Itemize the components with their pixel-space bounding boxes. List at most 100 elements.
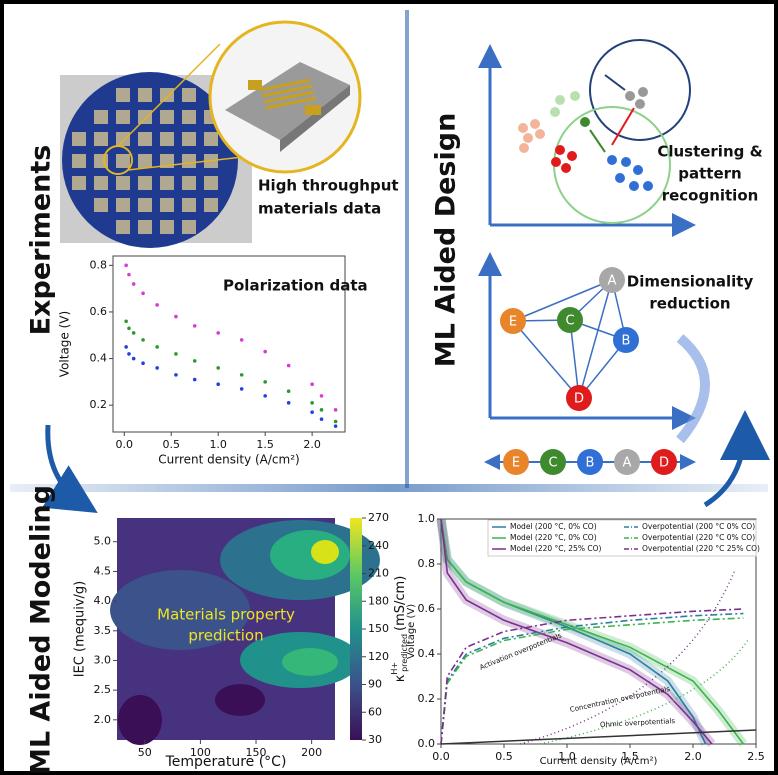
wafer-cell: [116, 176, 130, 190]
wafer-cell: [160, 220, 174, 234]
node-label: B: [622, 334, 631, 349]
data-point: [240, 338, 244, 342]
wafer-cell: [116, 132, 130, 146]
wafer-cell: [72, 132, 86, 146]
wafer-cell: [116, 198, 130, 212]
y-tick-label: 0.4: [90, 352, 108, 365]
data-point: [155, 345, 159, 349]
colorbar-tick-label: 240: [368, 539, 389, 552]
colorbar-tick-label: 180: [368, 594, 389, 607]
y-tick-label: 0.8: [90, 258, 108, 271]
data-point: [263, 350, 267, 354]
x-tick-label: 0.0: [116, 438, 134, 451]
data-point: [127, 273, 131, 277]
data-point: [193, 378, 197, 382]
y-tick-label: 0.8: [418, 557, 436, 570]
data-point: [127, 326, 131, 330]
wafer-cell: [204, 132, 218, 146]
data-point: [263, 394, 267, 398]
data-point: [263, 380, 267, 384]
y-axis-label: Voltage (V): [58, 311, 72, 377]
data-point: [155, 366, 159, 370]
y-tick-label: 4.5: [94, 564, 112, 577]
divider-horizontal: [10, 484, 768, 492]
x-tick-label: 2.5: [747, 750, 765, 763]
wafer-cell: [116, 110, 130, 124]
data-point: [320, 417, 324, 421]
photo-caption: materials data: [258, 200, 381, 218]
data-point: [240, 387, 244, 391]
colorbar-tick-label: 30: [368, 733, 382, 746]
legend-label: Model (220 °C, 25% CO): [510, 544, 601, 553]
data-point: [310, 382, 314, 386]
y-tick-label: 0.2: [418, 692, 436, 705]
data-point: [141, 338, 145, 342]
data-point: [287, 389, 291, 393]
x-tick-label: 50: [138, 746, 152, 759]
chain-label: A: [623, 456, 632, 471]
data-point: [320, 394, 324, 398]
colorbar: [350, 518, 362, 740]
data-point: [216, 366, 220, 370]
x-tick-label: 0.0: [432, 750, 450, 763]
data-point: [193, 359, 197, 363]
graphical-abstract: ExperimentsML Aided DesignML Aided Model…: [0, 0, 778, 775]
y-tick-label: 0.4: [418, 647, 436, 660]
chain-label: C: [548, 456, 557, 471]
data-point: [124, 345, 128, 349]
y-tick-label: 4.0: [94, 594, 112, 607]
wafer-cell: [204, 176, 218, 190]
wafer-cell: [116, 220, 130, 234]
data-point: [141, 361, 145, 365]
y-tick-label: 3.5: [94, 624, 112, 637]
x-axis-label: Temperature (°C): [165, 754, 287, 770]
colorbar-tick-label: 120: [368, 650, 389, 663]
wafer-cell: [94, 176, 108, 190]
section-label: ML Aided Design: [431, 113, 462, 368]
x-tick-label: 0.5: [162, 438, 180, 451]
data-point: [310, 401, 314, 405]
x-tick-label: 1.5: [256, 438, 274, 451]
data-point: [334, 420, 338, 424]
legend-label: Overpotential (220 °C 25% CO): [642, 544, 760, 553]
chain-label: B: [586, 456, 595, 471]
wafer-cell: [182, 154, 196, 168]
data-point: [124, 319, 128, 323]
wafer-cell: [160, 198, 174, 212]
colorbar-tick-label: 90: [368, 678, 382, 691]
legend-label: Model (220 °C, 0% CO): [510, 533, 597, 542]
y-tick-label: 0.6: [418, 602, 436, 615]
wafer-cell: [182, 198, 196, 212]
colorbar-label-part: predicted: [400, 634, 409, 672]
reduction-caption: reduction: [649, 295, 730, 313]
data-point: [174, 352, 178, 356]
node-label: E: [509, 315, 517, 330]
data-point: [132, 282, 136, 286]
legend-label: Overpotential (200 °C 0% CO): [642, 522, 755, 531]
data-point: [320, 408, 324, 412]
wafer-cell: [138, 220, 152, 234]
divider-vertical: [405, 10, 409, 488]
colorbar-tick-label: 150: [368, 622, 389, 635]
wafer-cell: [160, 132, 174, 146]
wafer-cell: [182, 88, 196, 102]
reduction-caption: Dimensionality: [627, 273, 754, 291]
wafer-cell: [182, 110, 196, 124]
data-point: [334, 424, 338, 428]
wafer-cell: [138, 154, 152, 168]
wafer-cell: [94, 132, 108, 146]
colorbar-label-part: H+: [390, 662, 399, 675]
y-tick-label: 1.0: [418, 512, 436, 525]
contour-annotation: prediction: [188, 627, 263, 645]
wafer-cell: [72, 176, 86, 190]
data-point: [174, 315, 178, 319]
wafer-cell: [204, 198, 218, 212]
wafer-cell: [94, 198, 108, 212]
wafer-cell: [160, 110, 174, 124]
data-point: [155, 303, 159, 307]
wafer-cell: [138, 110, 152, 124]
wafer-cell: [116, 154, 130, 168]
chain-label: E: [512, 456, 520, 471]
y-tick-label: 3.0: [94, 653, 112, 666]
wafer-cell: [72, 154, 86, 168]
